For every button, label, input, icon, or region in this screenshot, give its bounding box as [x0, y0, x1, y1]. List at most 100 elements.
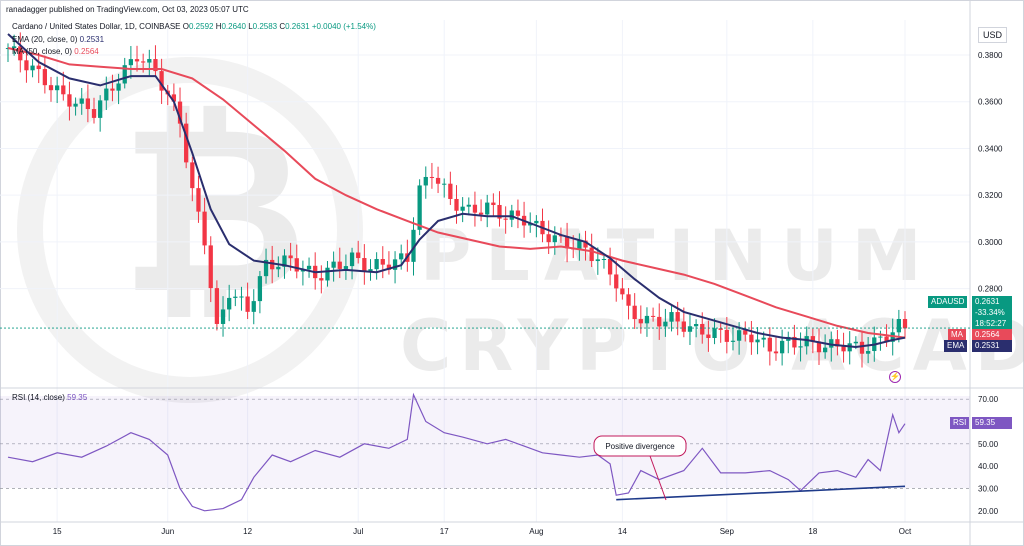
time-tick-label: Jul [353, 527, 363, 536]
candle-body [472, 204, 478, 213]
ema20-line [7, 33, 906, 349]
candle-body [386, 264, 392, 270]
ma-legend-label: MA (50, close, 0) [12, 47, 73, 56]
currency-button[interactable]: USD [978, 27, 1008, 43]
candle-body [36, 65, 41, 70]
candle-body [208, 245, 213, 289]
candle-body [245, 296, 250, 312]
candle-body [460, 206, 465, 211]
candle-body [853, 341, 858, 344]
candle-body [515, 210, 521, 216]
candle-body [577, 240, 582, 250]
ema-legend-label: EMA (20, close, 0) [12, 35, 78, 44]
watermark-logo-ring [17, 57, 363, 403]
candle-body [190, 162, 195, 189]
candle-body [294, 258, 299, 272]
rsi-tick-label: 30.00 [978, 485, 999, 494]
candle-body [822, 347, 828, 353]
candle-body [399, 253, 404, 260]
time-tick-label: Oct [899, 527, 912, 536]
candle-body [368, 269, 373, 272]
candle-body [392, 259, 398, 270]
price-tick-label: 0.3800 [978, 51, 1003, 60]
candle-body [693, 323, 699, 327]
rsi-tick-label: 70.00 [978, 395, 999, 404]
candle-body [816, 341, 822, 353]
candle-body [448, 183, 453, 199]
ma-legend[interactable]: MA (50, close, 0) 0.2564 [12, 47, 99, 56]
candle-body [331, 261, 336, 268]
candle-body [55, 85, 60, 91]
candle-body [337, 261, 342, 269]
rsi-axis-label: RSI [950, 417, 970, 429]
candle-body [196, 188, 201, 212]
candle-body [810, 336, 815, 342]
candle-body [153, 59, 158, 72]
rsi-legend-label: RSI (14, close) [12, 393, 65, 402]
candle-body [423, 176, 428, 186]
candle-body [841, 346, 846, 352]
candle-body [595, 259, 600, 262]
high-value: 0.2640 [221, 22, 246, 31]
candle-body [902, 318, 908, 329]
candle-body [767, 337, 772, 352]
candle-body [147, 59, 152, 63]
candle-body [429, 176, 435, 178]
lightning-icon[interactable]: ⚡ [889, 371, 901, 383]
rsi-band [0, 396, 970, 488]
candle-body [362, 258, 367, 272]
ema-legend-value: 0.2531 [79, 35, 105, 44]
candle-body [220, 309, 226, 324]
candle-body [884, 336, 889, 342]
candle-body [325, 267, 330, 281]
time-tick-label: Sep [720, 527, 735, 536]
time-tick-label: 18 [808, 527, 817, 536]
candle-body [743, 330, 748, 335]
candle-body [700, 323, 705, 335]
candle-body [552, 235, 557, 243]
candle-body [319, 278, 324, 281]
rsi-legend[interactable]: RSI (14, close) 59.35 [12, 393, 87, 402]
candle-body [687, 326, 693, 332]
candle-body [306, 265, 312, 270]
candle-body [454, 198, 459, 211]
candle-body [349, 252, 355, 267]
candle-body [792, 336, 797, 348]
ema-legend[interactable]: EMA (20, close, 0) 0.2531 [12, 35, 104, 44]
candle-body [681, 321, 686, 332]
candle-body [61, 85, 66, 95]
time-tick-label: 14 [618, 527, 627, 536]
candle-body [669, 312, 674, 322]
candle-body [466, 204, 471, 207]
candle-body [503, 218, 508, 220]
rsi-line [7, 392, 906, 512]
symbol-title: Cardano / United States Dollar, 1D, COIN… [12, 22, 181, 31]
symbol-tag: ADAUSD [928, 296, 968, 308]
candle-body [380, 259, 385, 265]
close-value: 0.2631 [285, 22, 310, 31]
time-tick-label: 17 [440, 527, 449, 536]
candle-body [650, 315, 656, 317]
rsi-tick-label: 50.00 [978, 440, 999, 449]
rsi-tick-label: 20.00 [978, 507, 999, 516]
candle-body [779, 340, 785, 354]
candle-body [233, 296, 238, 298]
candle-body [829, 339, 834, 348]
change-value: +0.0040 (+1.54%) [311, 22, 376, 31]
candle-body [485, 202, 490, 215]
candle-body [239, 296, 244, 298]
price-tick-label: 0.3400 [978, 144, 1003, 153]
candle-body [171, 94, 177, 102]
callout-box [593, 435, 687, 457]
candle-body [442, 183, 447, 185]
candle-body [675, 312, 680, 322]
watermark-line1: PLATINUM [420, 215, 936, 297]
candle-body [282, 255, 287, 267]
ma-axis-label: MA [948, 329, 966, 341]
candle-body [620, 288, 625, 295]
candle-body [878, 336, 883, 338]
candle-body [896, 318, 901, 333]
candle-body [663, 321, 668, 327]
candle-body [141, 61, 146, 63]
pct-tag: -33.34% [972, 307, 1012, 319]
